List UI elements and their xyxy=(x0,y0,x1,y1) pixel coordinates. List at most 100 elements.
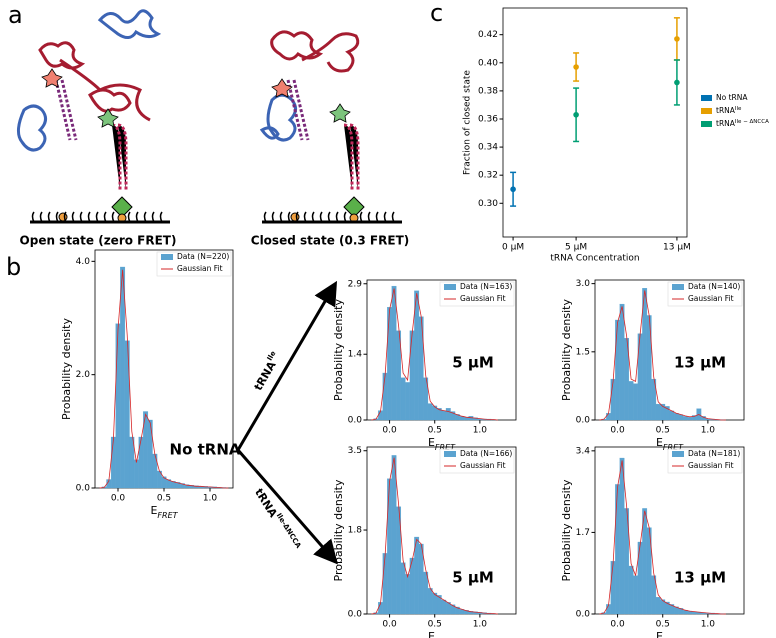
x-tick-label: 13 μM xyxy=(663,243,691,253)
x-axis-label: tRNA Concentration xyxy=(550,254,639,264)
x-tick-label: 0.5 xyxy=(428,426,442,436)
hist-bar xyxy=(628,381,634,421)
point xyxy=(674,79,680,86)
fit-line xyxy=(599,460,726,615)
hist-bar xyxy=(387,307,392,421)
hist-bar xyxy=(610,561,616,615)
x-tick-label: 0.5 xyxy=(428,620,442,630)
hist-bar xyxy=(646,315,652,421)
bars xyxy=(601,457,724,615)
y-tick-label: 0.36 xyxy=(478,114,498,124)
fit-line xyxy=(99,269,229,489)
y-axis-label: Probability density xyxy=(560,299,573,401)
hist-bar xyxy=(423,377,429,421)
legend-label-main: No tRNA xyxy=(716,93,748,102)
hist-bar xyxy=(628,565,634,615)
hist-bar xyxy=(391,455,397,615)
y-tick-label: 1.4 xyxy=(348,350,363,360)
y-tick-label: 1.7 xyxy=(576,528,590,538)
hist-bar xyxy=(400,562,406,615)
point xyxy=(674,36,680,42)
x-tick-label: 1.0 xyxy=(701,426,716,436)
panel-letter: a xyxy=(8,1,23,29)
legend-swatch xyxy=(444,451,456,457)
hist-bar xyxy=(110,436,116,489)
legend-label: Data (N=220) xyxy=(177,252,229,261)
legend-swatch xyxy=(701,121,712,127)
point xyxy=(510,186,516,193)
y-tick-label: 1.5 xyxy=(576,347,590,357)
x-tick-label: 0.5 xyxy=(656,620,670,630)
legend-label-main: tRNA xyxy=(716,119,736,128)
legend-swatch xyxy=(672,451,684,457)
hist-bar xyxy=(133,459,139,489)
hist-bar xyxy=(427,588,433,615)
hist-bar xyxy=(615,484,620,615)
closed-state-illustration xyxy=(259,30,402,224)
y-tick-label: 2.0 xyxy=(76,370,91,380)
annotation: 5 μM xyxy=(452,354,494,372)
hist-bar xyxy=(382,372,388,421)
x-tick-label: 5 μM xyxy=(565,243,587,253)
hist-bar xyxy=(400,377,406,421)
y-tick-label: 0.32 xyxy=(478,171,498,181)
y-tick-label: 3.5 xyxy=(348,446,362,456)
y-tick-label: 0.0 xyxy=(576,416,591,426)
hist-bar xyxy=(396,330,402,421)
x-axis-label-main: E xyxy=(428,630,435,638)
x-tick-label: 0.0 xyxy=(610,426,625,436)
fit-line xyxy=(371,457,498,615)
hist-bar xyxy=(427,403,433,421)
panel-letter: b xyxy=(6,253,21,281)
x-axis-label-sub: FRET xyxy=(663,637,684,638)
arrow xyxy=(236,280,338,451)
annotation: 13 μM xyxy=(674,569,726,587)
x-tick-label: 1.0 xyxy=(203,494,218,504)
legend-label: Gaussian Fit xyxy=(688,461,734,470)
hist-bar xyxy=(445,408,451,421)
y-tick-label: 0.0 xyxy=(348,610,363,620)
hist-bar xyxy=(651,575,657,615)
panel-letter: c xyxy=(430,0,443,27)
hist-bar xyxy=(405,574,411,615)
bars xyxy=(101,266,227,489)
x-tick-label: 0.0 xyxy=(382,620,397,630)
open-state-illustration xyxy=(17,9,170,224)
legend-label: No tRNA xyxy=(716,93,748,102)
axes-frame xyxy=(502,7,688,238)
legend-label: Gaussian Fit xyxy=(460,461,506,470)
legend-frame xyxy=(439,448,515,474)
legend-label-sup: Ile xyxy=(735,106,742,112)
legend-label-main: tRNA xyxy=(716,106,736,115)
x-tick-label: 0.0 xyxy=(382,426,397,436)
hist-bar xyxy=(633,575,639,615)
legend-label: tRNAIle xyxy=(716,106,742,116)
y-axis-label: Probability density xyxy=(332,299,345,401)
legend-label: Data (N=163) xyxy=(460,282,512,291)
hist-bar xyxy=(391,285,397,421)
hist-bar xyxy=(405,382,411,421)
y-tick-label: 3.0 xyxy=(576,279,591,289)
legend-swatch xyxy=(672,284,684,290)
x-tick-label: 1.0 xyxy=(473,426,488,436)
hist-bar xyxy=(138,436,144,489)
hist-bar xyxy=(606,413,611,421)
legend-label: Gaussian Fit xyxy=(460,294,506,303)
x-axis-label-main: E xyxy=(656,630,663,638)
x-tick-label: 1.0 xyxy=(701,620,716,630)
y-tick-label: 0.34 xyxy=(478,143,498,153)
hist-bar xyxy=(619,303,625,421)
state-label: Open state (zero FRET) xyxy=(20,234,177,248)
state-label: Closed state (0.3 FRET) xyxy=(251,234,409,248)
legend-swatch xyxy=(701,108,712,114)
x-tick-label: 0.0 xyxy=(111,494,126,504)
hist-bar xyxy=(441,599,447,615)
y-tick-label: 4.0 xyxy=(76,257,91,267)
legend-label: Data (N=166) xyxy=(460,449,512,458)
x-tick-label: 0.5 xyxy=(157,494,171,504)
x-axis-label-sub: FRET xyxy=(435,637,456,638)
legend-label: Data (N=181) xyxy=(688,449,740,458)
hist-bar xyxy=(432,592,438,615)
hist-bar xyxy=(687,417,693,421)
legend-label-sup: Ile − ΔNCCA xyxy=(735,119,769,125)
